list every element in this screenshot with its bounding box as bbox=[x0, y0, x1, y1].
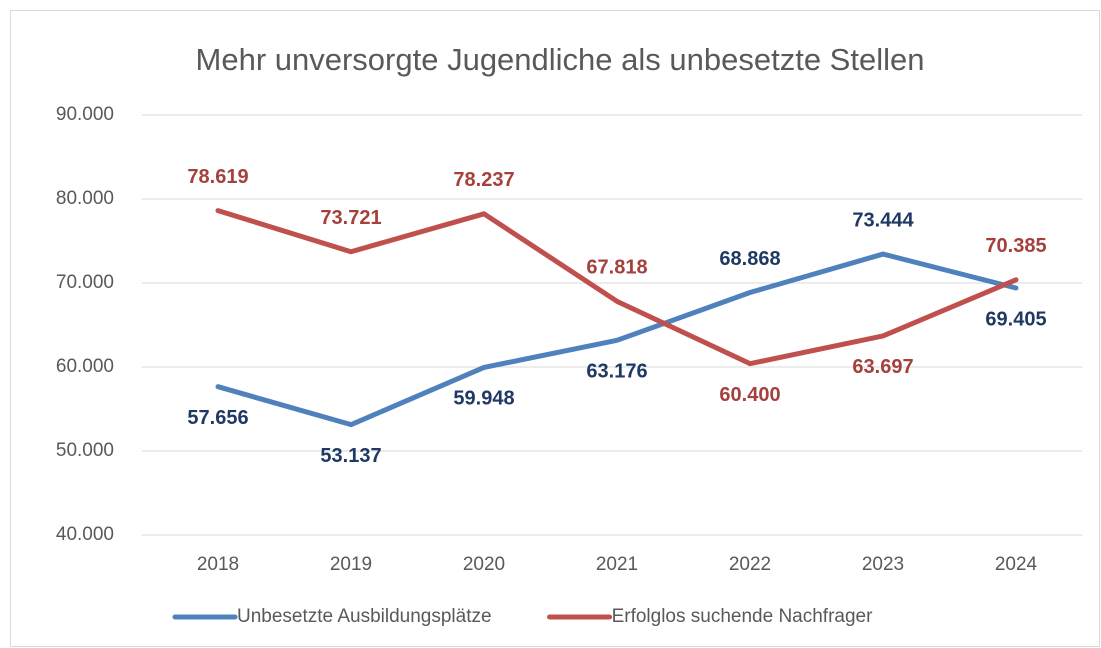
x-tick-label: 2024 bbox=[995, 554, 1038, 575]
y-tick-label: 60.000 bbox=[56, 356, 114, 377]
data-label: 63.697 bbox=[852, 356, 913, 378]
y-tick-label: 80.000 bbox=[56, 188, 114, 209]
x-tick-label: 2021 bbox=[596, 554, 638, 575]
chart-frame bbox=[10, 10, 1100, 647]
data-label: 59.948 bbox=[453, 388, 514, 410]
x-tick-label: 2018 bbox=[197, 554, 239, 575]
x-tick-label: 2023 bbox=[862, 554, 904, 575]
data-label: 63.176 bbox=[586, 361, 647, 383]
data-label: 53.137 bbox=[320, 445, 381, 467]
y-tick-label: 90.000 bbox=[56, 104, 114, 125]
x-tick-label: 2020 bbox=[463, 554, 505, 575]
data-label: 69.405 bbox=[985, 308, 1046, 330]
y-tick-label: 70.000 bbox=[56, 272, 114, 293]
data-label: 68.868 bbox=[719, 248, 780, 270]
data-label: 60.400 bbox=[719, 384, 780, 406]
y-tick-label: 40.000 bbox=[56, 524, 114, 545]
data-label: 67.818 bbox=[586, 257, 647, 279]
data-label: 78.237 bbox=[453, 169, 514, 191]
data-label: 73.444 bbox=[852, 209, 914, 231]
data-label: 70.385 bbox=[985, 235, 1046, 257]
series-line bbox=[215, 251, 1019, 428]
x-tick-label: 2019 bbox=[330, 554, 372, 575]
legend-label: Erfolglos suchende Nachfrager bbox=[612, 606, 874, 627]
x-tick-label: 2022 bbox=[729, 554, 771, 575]
data-label: 78.619 bbox=[187, 166, 248, 188]
series-line bbox=[215, 208, 1019, 367]
chart-title: Mehr unversorgte Jugendliche als unbeset… bbox=[196, 42, 925, 77]
legend-label: Unbesetzte Ausbildungsplätze bbox=[237, 606, 492, 627]
y-tick-label: 50.000 bbox=[56, 440, 114, 461]
data-label: 57.656 bbox=[187, 407, 248, 429]
data-label: 73.721 bbox=[320, 207, 381, 229]
